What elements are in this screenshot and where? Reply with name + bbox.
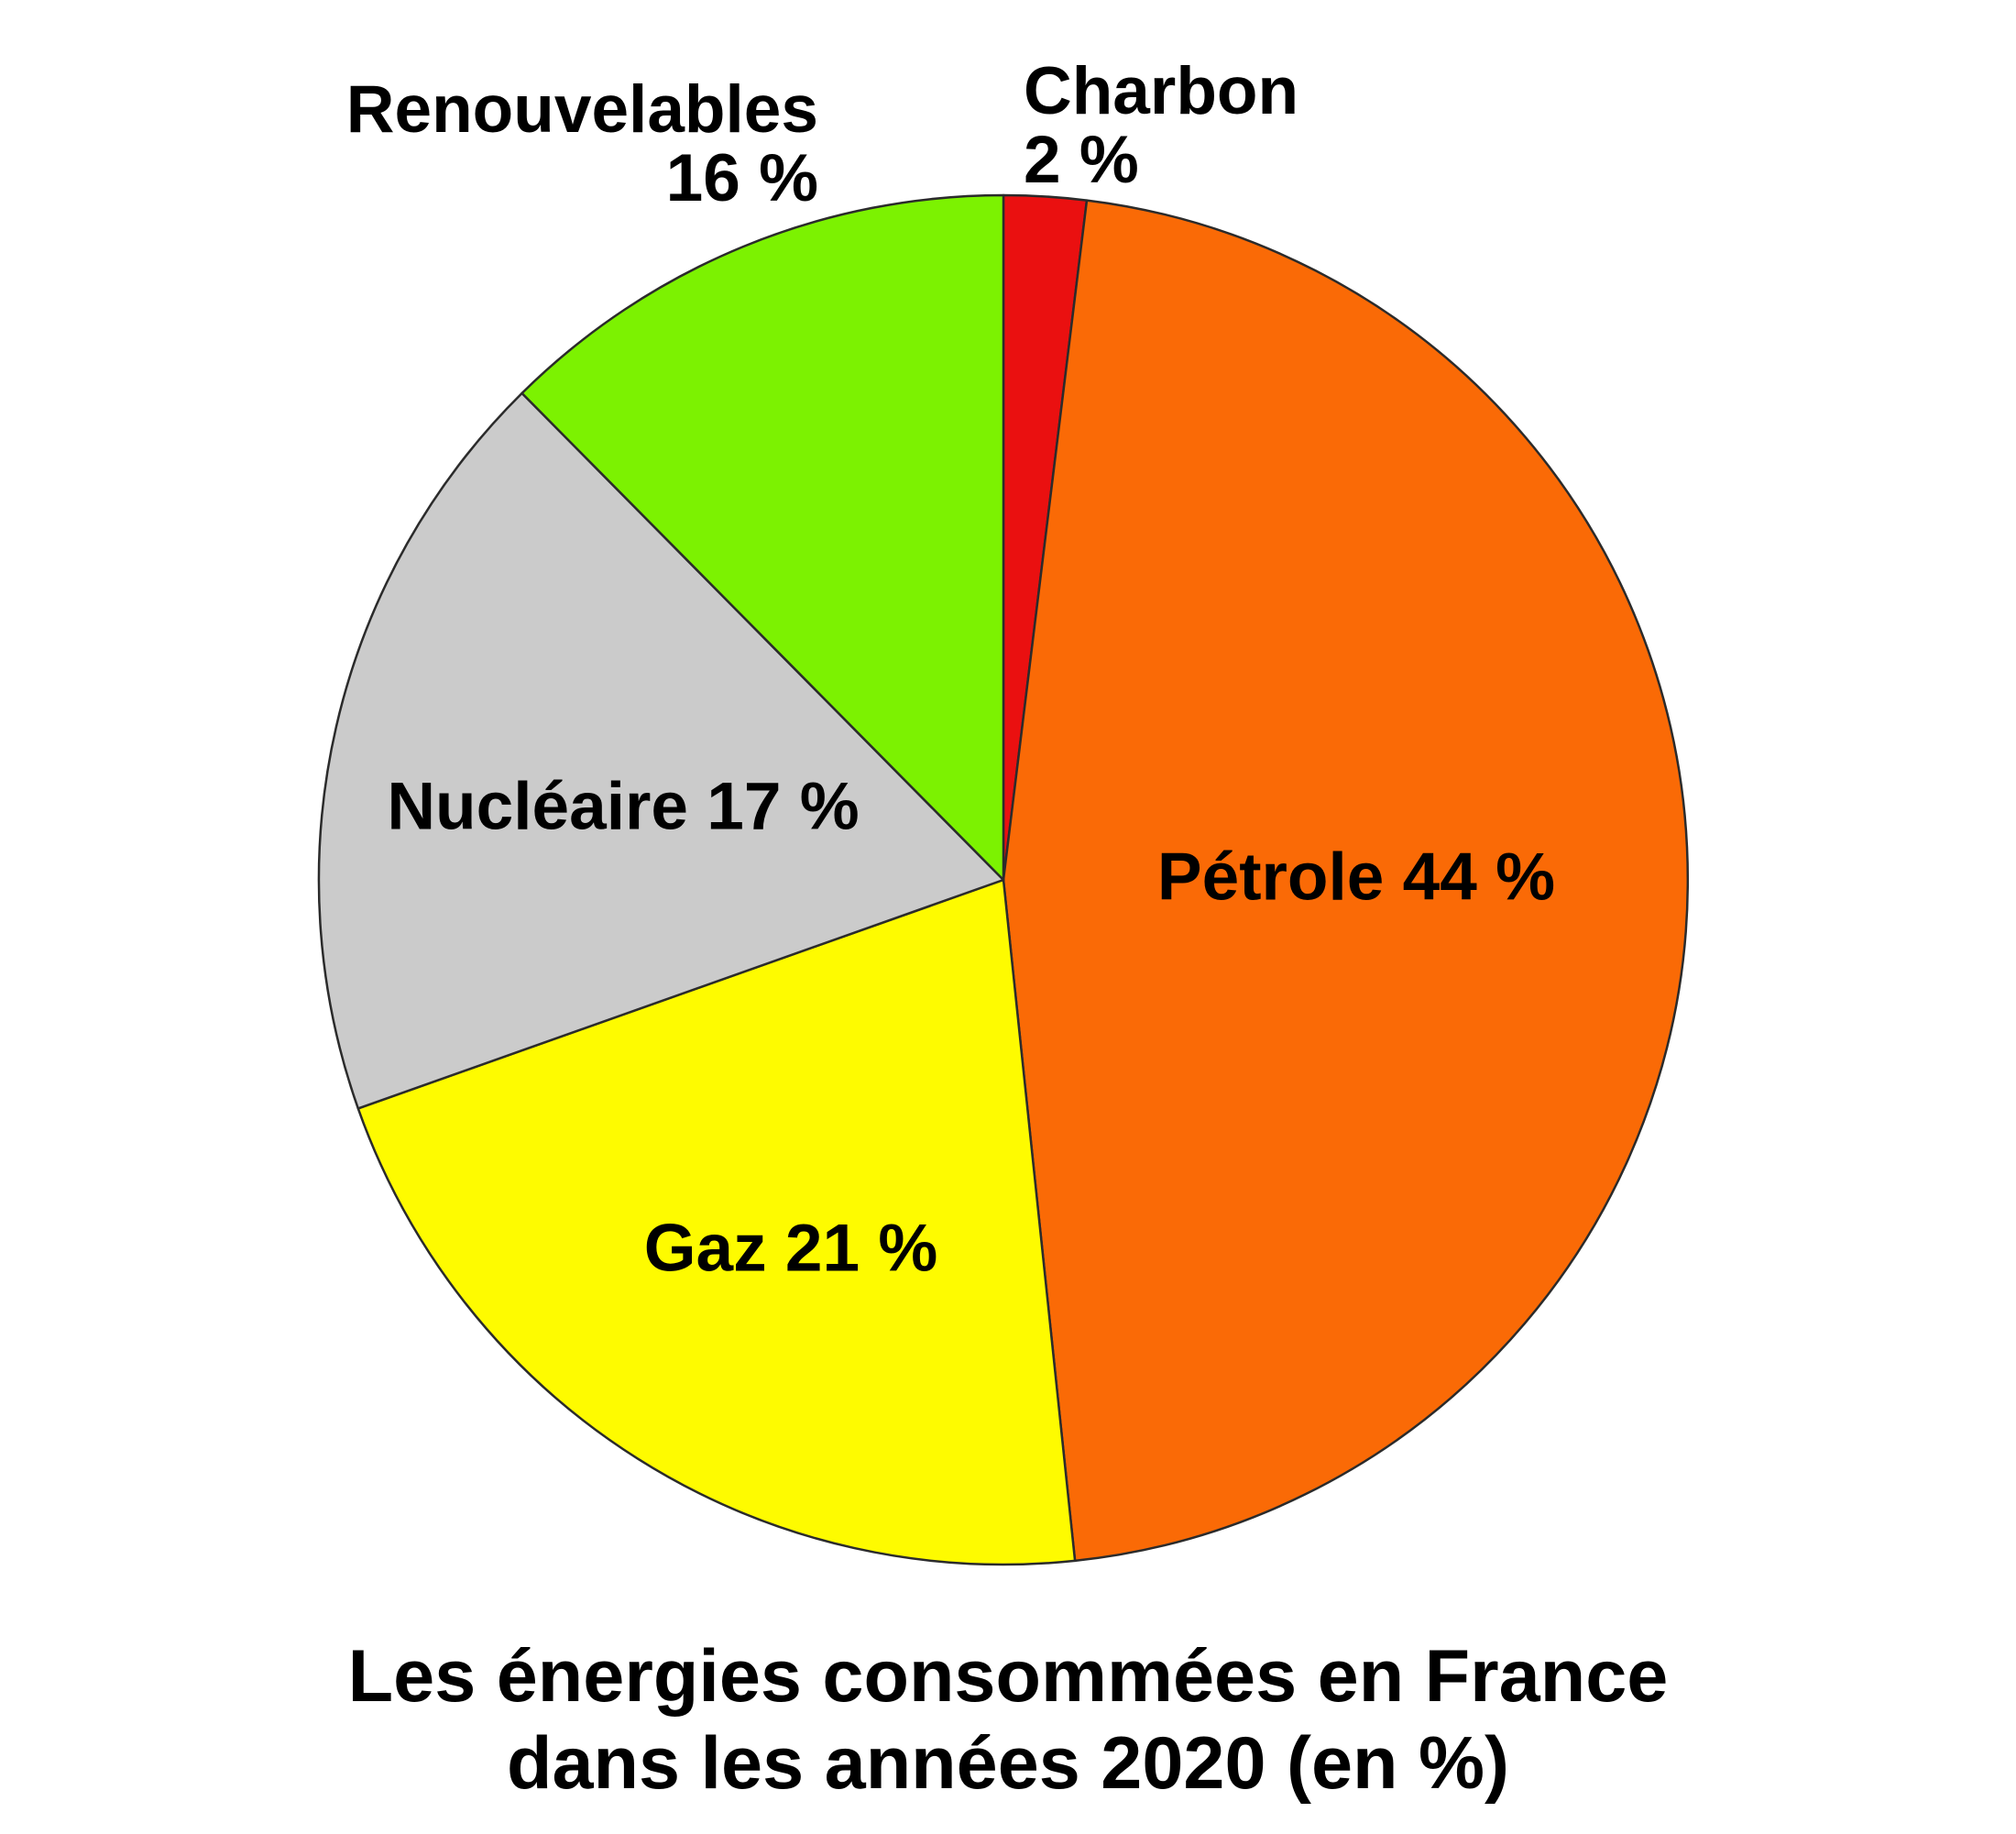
slice-label-renouvelables: Renouvelables 16 %	[346, 75, 818, 213]
slice-label-nucleaire: Nucléaire 17 %	[387, 769, 860, 844]
chart-title-line-1: Les énergies consommées en France	[347, 1635, 1669, 1718]
slice-label-petrole: Pétrole 44 %	[1156, 840, 1556, 915]
pie-slice-renouvelables	[520, 193, 1005, 882]
pie-slice-petrole	[1002, 199, 1690, 1563]
slice-label-renouvelables-value: 16 %	[665, 141, 818, 215]
slice-label-charbon-name: Charbon	[1024, 54, 1299, 128]
pie-slice-nucleaire	[317, 391, 1005, 1110]
pie-slice-gaz	[356, 878, 1077, 1566]
slice-label-charbon-value: 2 %	[1024, 123, 1139, 197]
chart-title: Les énergies consommées en France dans l…	[0, 1633, 2016, 1807]
slice-label-gaz: Gaz 21 %	[643, 1211, 938, 1286]
slice-label-renouvelables-name: Renouvelables	[345, 72, 818, 147]
chart-title-line-2: dans les années 2020 (en %)	[506, 1722, 1509, 1805]
slice-label-charbon: Charbon 2 %	[1024, 57, 1298, 194]
